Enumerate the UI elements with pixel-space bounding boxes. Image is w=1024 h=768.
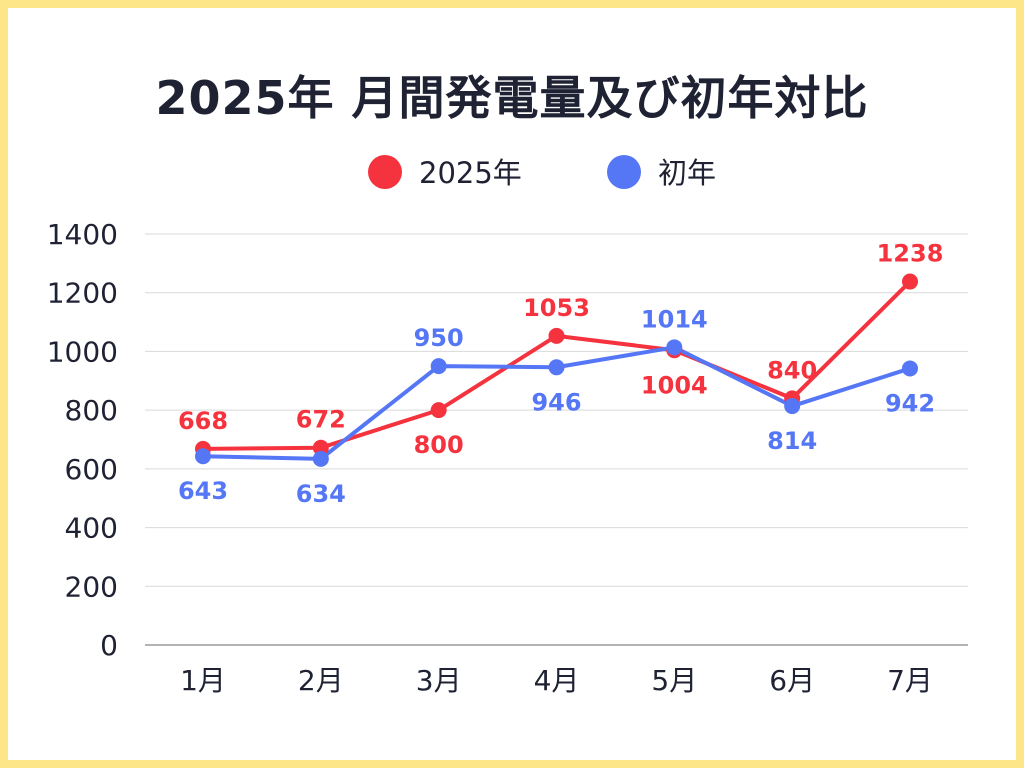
x-tick-label: 5月 <box>651 664 697 697</box>
data-label: 840 <box>767 356 817 384</box>
x-tick-label: 4月 <box>534 664 580 697</box>
data-point <box>312 450 329 467</box>
x-axis: 1月 2月 3月 4月 5月 6月 7月 <box>180 664 933 697</box>
y-axis: 0 200 400 600 800 1000 1200 1400 <box>47 218 118 662</box>
data-label: 950 <box>414 324 464 352</box>
data-label: 634 <box>296 480 346 508</box>
data-point <box>548 327 565 344</box>
data-point <box>548 359 565 376</box>
data-labels: 668 643 672 634 800 950 1053 946 1004 1014 840 814 1… <box>178 240 943 508</box>
chart-title: 2025年 月間発電量及び初年対比 <box>155 71 869 125</box>
legend-label: 2025年 <box>419 156 522 190</box>
x-tick-label: 6月 <box>769 664 815 697</box>
data-point <box>195 448 211 465</box>
legend-label: 初年 <box>658 156 716 190</box>
legend-marker <box>607 155 641 189</box>
x-tick-label: 1月 <box>180 664 226 697</box>
x-tick-label: 3月 <box>416 664 462 697</box>
data-label: 946 <box>531 388 581 416</box>
data-point <box>430 358 447 375</box>
y-tick-label: 400 <box>65 512 118 545</box>
y-tick-label: 800 <box>65 394 118 427</box>
y-tick-label: 1200 <box>47 277 118 310</box>
legend: 2025年 初年 <box>368 155 716 190</box>
y-tick-label: 600 <box>65 453 118 486</box>
series-lines <box>195 273 918 467</box>
data-point <box>430 402 447 419</box>
data-label: 672 <box>296 406 346 434</box>
y-tick-label: 1000 <box>47 335 118 368</box>
data-point <box>312 439 329 456</box>
data-point <box>902 273 918 290</box>
data-label: 800 <box>414 431 464 459</box>
grid-lines <box>145 233 968 646</box>
data-label: 1004 <box>641 371 708 399</box>
data-label: 668 <box>178 407 228 435</box>
y-tick-label: 1400 <box>47 218 118 251</box>
data-label: 643 <box>178 477 228 505</box>
legend-marker <box>368 155 402 189</box>
data-label: 1014 <box>641 305 708 333</box>
data-label: 814 <box>767 427 817 455</box>
y-tick-label: 0 <box>100 629 118 662</box>
data-point <box>784 398 801 415</box>
data-label: 942 <box>885 389 935 417</box>
data-label: 1238 <box>877 240 944 268</box>
data-point <box>902 360 918 377</box>
data-point <box>666 339 683 356</box>
y-tick-label: 200 <box>65 570 118 603</box>
x-tick-label: 2月 <box>298 664 344 697</box>
data-label: 1053 <box>523 294 590 322</box>
x-tick-label: 7月 <box>887 664 933 697</box>
